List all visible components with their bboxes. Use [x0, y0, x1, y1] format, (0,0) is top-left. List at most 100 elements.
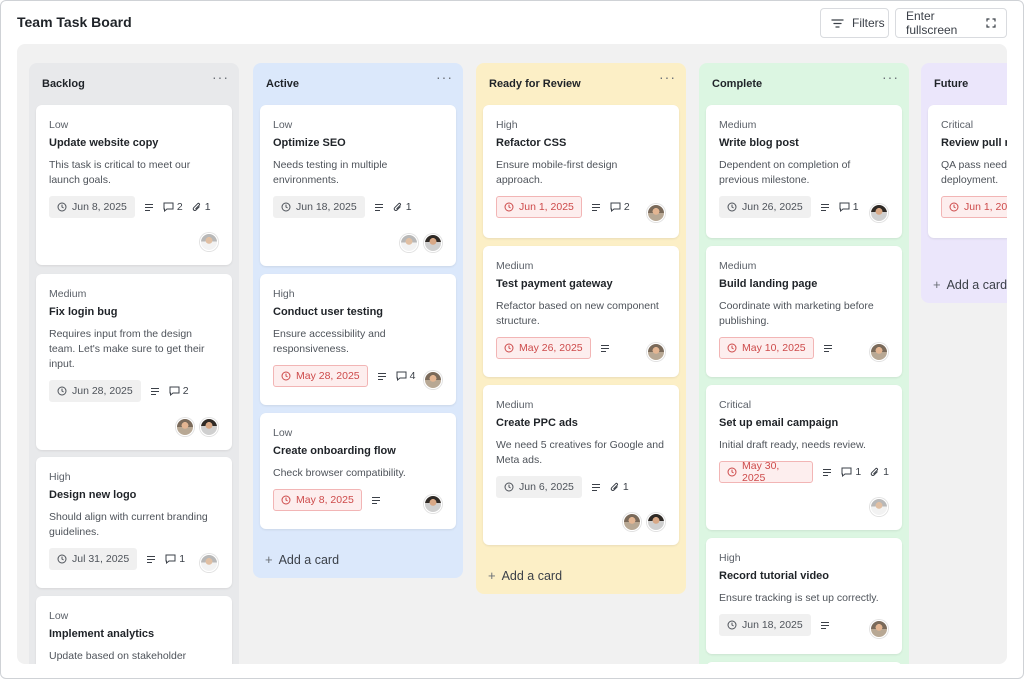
add-card-button[interactable]: + Add a card [488, 568, 562, 583]
filters-button[interactable]: Filters [820, 8, 889, 38]
more-horizontal-icon[interactable]: ··· [882, 69, 899, 85]
paperclip-icon [393, 202, 403, 213]
clock-icon [727, 202, 737, 212]
task-card[interactable]: Critical Set up email campaign Initial d… [706, 385, 902, 530]
task-card[interactable]: Medium Fix login bug Requires input from… [36, 274, 232, 450]
card-meta: Jun 6, 2025 1 [496, 476, 666, 498]
avatar[interactable] [200, 233, 218, 251]
card-meta: May 30, 2025 1 1 [719, 460, 889, 484]
card-title: Write blog post [719, 137, 799, 149]
avatar[interactable] [424, 371, 442, 389]
add-card-label: Add a card [278, 552, 340, 567]
avatar[interactable] [647, 204, 665, 222]
fullscreen-button[interactable]: Enter fullscreen [895, 8, 1007, 38]
task-card[interactable]: Low Update website copy This task is cri… [36, 105, 232, 265]
due-date: Jun 8, 2025 [72, 201, 127, 213]
assignees [870, 204, 888, 222]
task-card[interactable]: Low Create onboarding flow Check browser… [260, 413, 456, 529]
card-priority: Medium [496, 260, 534, 272]
card-description: Ensure accessibility and responsiveness. [273, 328, 386, 355]
clock-icon [504, 482, 514, 492]
avatar[interactable] [200, 418, 218, 436]
due-date-chip-overdue[interactable]: May 30, 2025 [719, 460, 814, 484]
task-card[interactable]: Low Optimize SEO Needs testing in multip… [260, 105, 456, 266]
avatar[interactable] [870, 204, 888, 222]
column-complete: Complete ··· Medium Write blog post Depe… [699, 63, 909, 664]
plus-icon: + [488, 568, 496, 583]
task-card[interactable]: Low Implement analytics Update based on … [36, 596, 232, 664]
attachments-count: 1 [870, 466, 889, 478]
card-meta: Jun 28, 2025 2 [49, 380, 219, 402]
avatar[interactable] [647, 343, 665, 361]
description-lines-icon [371, 496, 381, 505]
card-title: Conduct user testing [273, 306, 384, 318]
avatar[interactable] [176, 418, 194, 436]
task-card[interactable]: Critical Review pull r QA pass need depl… [928, 105, 1007, 238]
add-card-button[interactable]: + Add a card [933, 277, 1007, 292]
card-priority: Low [273, 119, 293, 131]
task-card[interactable] [706, 662, 902, 664]
task-card[interactable]: Medium Build landing page Coordinate wit… [706, 246, 902, 377]
avatar[interactable] [424, 495, 442, 513]
task-card[interactable]: High Design new logo Should align with c… [36, 457, 232, 588]
due-date-chip-overdue[interactable]: May 10, 2025 [719, 337, 814, 359]
filter-lines-icon [831, 18, 844, 29]
avatar[interactable] [200, 554, 218, 572]
card-meta: Jun 18, 2025 [719, 614, 889, 636]
avatar[interactable] [424, 234, 442, 252]
due-date-chip[interactable]: Jun 28, 2025 [49, 380, 141, 402]
avatar[interactable] [623, 513, 641, 531]
due-date-chip-overdue[interactable]: Jun 1, 2025 [496, 196, 582, 218]
plus-icon: + [933, 277, 941, 292]
comment-icon [841, 467, 852, 477]
more-horizontal-icon[interactable]: ··· [212, 69, 229, 85]
due-date-chip[interactable]: Jun 18, 2025 [719, 614, 811, 636]
avatar[interactable] [870, 343, 888, 361]
avatar[interactable] [870, 620, 888, 638]
due-date-chip[interactable]: Jun 26, 2025 [719, 196, 811, 218]
card-description: We need 5 creatives for Google and Meta … [496, 439, 664, 466]
due-date-chip[interactable]: Jun 6, 2025 [496, 476, 582, 498]
due-date-chip[interactable]: Jun 8, 2025 [49, 196, 135, 218]
clock-icon [57, 386, 67, 396]
column-title: Complete [712, 78, 763, 90]
task-card[interactable]: High Refactor CSS Ensure mobile-first de… [483, 105, 679, 238]
comments-count: 2 [610, 201, 630, 213]
plus-icon: + [265, 552, 273, 567]
due-date-chip[interactable]: Jun 18, 2025 [273, 196, 365, 218]
description-lines-icon [591, 483, 601, 492]
more-horizontal-icon[interactable]: ··· [436, 69, 453, 85]
card-description: Coordinate with marketing before publish… [719, 300, 874, 327]
due-date-chip-overdue[interactable]: May 28, 2025 [273, 365, 368, 387]
task-card[interactable]: Medium Write blog post Dependent on comp… [706, 105, 902, 238]
due-date: Jun 28, 2025 [72, 385, 133, 397]
avatar[interactable] [400, 234, 418, 252]
card-priority: Critical [719, 399, 752, 411]
due-date-chip[interactable]: Jul 31, 2025 [49, 548, 138, 570]
assignees [424, 495, 442, 513]
card-title: Test payment gateway [496, 278, 613, 290]
assignees [200, 554, 218, 572]
avatar[interactable] [870, 498, 888, 516]
task-card[interactable]: Medium Test payment gateway Refactor bas… [483, 246, 679, 377]
task-card[interactable]: Medium Create PPC ads We need 5 creative… [483, 385, 679, 545]
card-description: Requires input from the design team. Let… [49, 328, 205, 370]
clock-icon [504, 343, 514, 353]
comments-value: 1 [855, 466, 862, 478]
card-description: Initial draft ready, needs review. [719, 439, 866, 451]
add-card-button[interactable]: + Add a card [265, 552, 339, 567]
due-date-chip-overdue[interactable]: May 8, 2025 [273, 489, 362, 511]
comment-icon [610, 202, 621, 212]
card-priority: Critical [941, 119, 974, 131]
card-priority: Medium [719, 260, 757, 272]
card-meta: Jun 8, 2025 2 1 [49, 196, 219, 218]
card-priority: Low [273, 427, 293, 439]
due-date-chip-overdue[interactable]: Jun 1, 202 [941, 196, 1007, 218]
card-priority: High [49, 471, 71, 483]
task-card[interactable]: High Record tutorial video Ensure tracki… [706, 538, 902, 654]
assignees [870, 620, 888, 638]
due-date-chip-overdue[interactable]: May 26, 2025 [496, 337, 591, 359]
task-card[interactable]: High Conduct user testing Ensure accessi… [260, 274, 456, 405]
more-horizontal-icon[interactable]: ··· [659, 69, 676, 85]
avatar[interactable] [647, 513, 665, 531]
